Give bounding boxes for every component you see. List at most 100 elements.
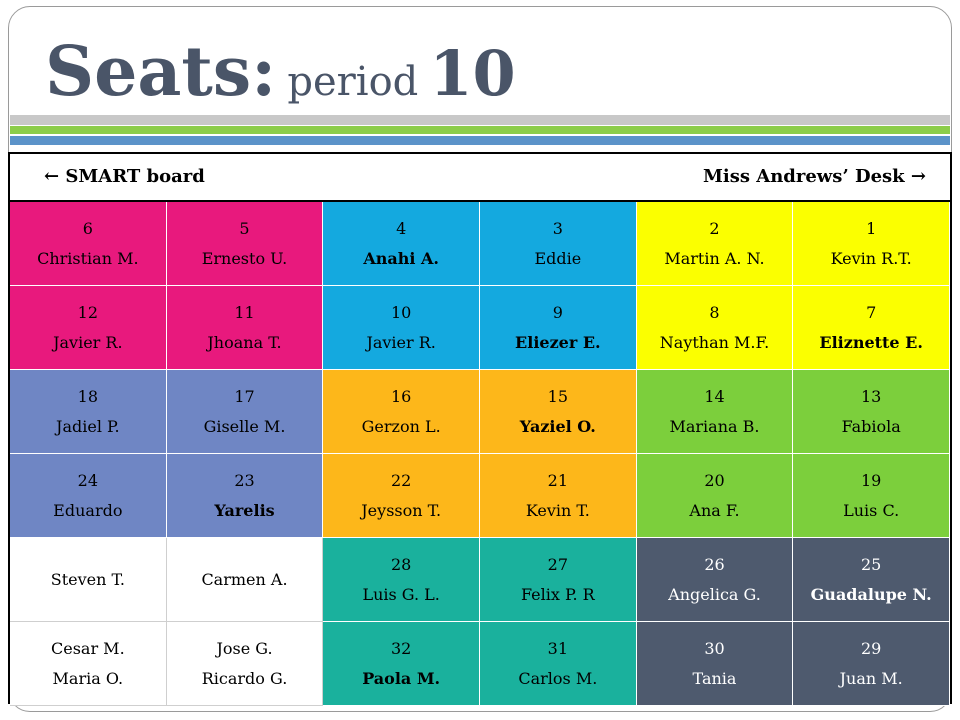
seat-cell: 1 Kevin R.T. [793,202,950,286]
student-name: Tania [692,668,737,688]
seat-number: 30 [704,638,725,658]
smart-board-label: ← SMART board [44,166,205,187]
student-name: Angelica G. [668,584,761,604]
seat-cell: Steven T. [10,538,167,622]
seat-cell: 32 Paola M. [323,622,480,706]
student-name: Jhoana T. [207,332,282,352]
seat-number: 1 [866,218,877,238]
student-name: Felix P. R [520,584,595,604]
seat-cell: 16 Gerzon L. [323,370,480,454]
seat-cell: Carmen A. [166,538,324,622]
student-name: Guadalupe N. [810,584,932,604]
seat-number: 24 [77,470,98,490]
seat-number: 5 [239,218,250,238]
title-period: period [287,59,419,105]
seat-cell: 26 Angelica G. [636,538,794,622]
student-name: Mariana B. [669,416,760,436]
seat-number: 18 [77,386,98,406]
student-name: Yarelis [214,500,275,520]
divider-green [10,126,950,134]
student-name: Anahi A. [363,248,439,268]
student-name: Eliznette E. [819,332,923,352]
student-name: Carlos M. [518,668,598,688]
seat-cell: 28 Luis G. L. [323,538,480,622]
divider-blue [10,136,950,145]
student-name: Luis C. [843,500,900,520]
student-name: Jeysson T. [361,500,442,520]
seat-number: 15 [547,386,568,406]
seat-number: 22 [390,470,412,490]
seat-cell: 10 Javier R. [323,286,480,370]
seat-number: 20 [704,470,725,490]
page-title: Seats: period 10 [45,38,516,106]
seat-cell: 2 Martin A. N. [636,202,794,286]
seat-number: 7 [866,302,877,322]
seat-cell: Jose G. Ricardo G. [166,622,324,706]
student-name: Ernesto U. [201,248,288,268]
seat-number: 10 [390,302,412,322]
seat-cell: 8 Naythan M.F. [636,286,794,370]
seat-cell: 3 Eddie [480,202,637,286]
seat-number: 8 [709,302,720,322]
student-name: Javier R. [366,332,436,352]
seat-cell: 11 Jhoana T. [166,286,324,370]
seat-cell: 5 Ernesto U. [166,202,324,286]
seat-number: 25 [860,554,882,574]
seat-number: 13 [860,386,882,406]
seat-cell: Cesar M. Maria O. [10,622,167,706]
seat-cell: 13 Fabiola [793,370,950,454]
student-name: Kevin R.T. [830,248,912,268]
student-name: Yaziel O. [519,416,596,436]
seat-number: 14 [704,386,725,406]
seat-cell: 7 Eliznette E. [793,286,950,370]
student-name: Giselle M. [203,416,286,436]
seat-cell: 22 Jeysson T. [323,454,480,538]
title-seats: Seats: [45,32,277,112]
room-orientation-header: ← SMART board Miss Andrews’ Desk → [8,152,952,200]
seat-cell: 30 Tania [636,622,794,706]
seat-cell: 23 Yarelis [166,454,324,538]
student-name: Gerzon L. [361,416,441,436]
title-number: 10 [429,37,516,110]
seat-cell: 21 Kevin T. [480,454,637,538]
student-name: Steven T. [50,569,125,589]
seat-cell: 12 Javier R. [10,286,167,370]
teacher-desk-label: Miss Andrews’ Desk → [702,166,926,187]
seat-cell: 9 Eliezer E. [480,286,637,370]
seat-cell: 29 Juan M. [793,622,950,706]
divider-gray [10,115,950,125]
seat-number: 12 [77,302,98,322]
seat-cell: 18 Jadiel P. [10,370,167,454]
student-name: Juan M. [839,668,903,688]
student-name: Fabiola [841,416,901,436]
seat-number: 21 [547,470,568,490]
seat-cell: 19 Luis C. [793,454,950,538]
seat-number: 19 [860,470,882,490]
student-name: Christian M. [37,248,139,268]
student-name: Carmen A. [201,569,288,589]
student-name: Luis G. L. [362,584,440,604]
seat-number: 6 [82,218,93,238]
seat-cell: 27 Felix P. R [480,538,637,622]
seat-number: 16 [390,386,412,406]
student-name: Jadiel P. [56,416,120,436]
student-name: Ricardo G. [201,668,288,688]
student-name: Kevin T. [525,500,590,520]
seat-cell: 20 Ana F. [636,454,794,538]
seat-cell: 14 Mariana B. [636,370,794,454]
seat-number: 32 [390,638,412,658]
seat-cell: 17 Giselle M. [166,370,324,454]
student-name: Paola M. [362,668,441,688]
seat-number: 28 [390,554,412,574]
seat-cell: 31 Carlos M. [480,622,637,706]
seat-cell: 15 Yaziel O. [480,370,637,454]
seat-number: 31 [547,638,568,658]
student-name: Eliezer E. [515,332,601,352]
seat-number: 26 [704,554,725,574]
student-name: Martin A. N. [664,248,765,268]
seat-number: 9 [552,302,563,322]
student-name: Maria O. [52,668,124,688]
seat-cell: 24 Eduardo [10,454,167,538]
seat-cell: 4 Anahi A. [323,202,480,286]
seat-number: 3 [552,218,563,238]
